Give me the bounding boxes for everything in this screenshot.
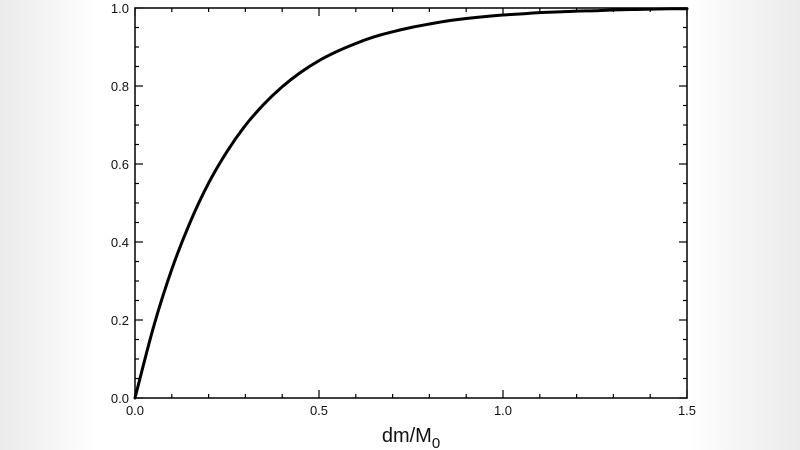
x-axis-ticks xyxy=(134,8,688,398)
y-tick-label: 0.8 xyxy=(111,79,129,94)
x-tick-label: 1.5 xyxy=(678,403,696,418)
y-tick-label: 0.2 xyxy=(111,313,129,328)
x-axis-title-main: dm/M xyxy=(382,425,432,447)
x-axis-title: dm/M0 xyxy=(382,425,440,450)
y-axis-tick-labels: 0.0 0.2 0.4 0.6 0.8 1.0 xyxy=(111,1,129,406)
right-page-shadow xyxy=(690,0,800,450)
x-tick-label: 0.0 xyxy=(126,403,144,418)
y-axis-ticks xyxy=(135,7,687,399)
y-tick-label: 0.4 xyxy=(111,235,129,250)
y-tick-label: 0.6 xyxy=(111,157,129,172)
x-tick-label: 1.0 xyxy=(494,403,512,418)
series-line xyxy=(133,7,689,400)
left-page-shadow xyxy=(0,0,95,450)
y-tick-label: 0.0 xyxy=(111,391,129,406)
y-tick-label: 1.0 xyxy=(111,1,129,16)
plot-frame xyxy=(134,7,688,399)
x-axis-tick-labels: 0.0 0.5 1.0 1.5 xyxy=(126,403,696,418)
x-axis-title-subscript: 0 xyxy=(432,435,440,450)
x-tick-label: 0.5 xyxy=(310,403,328,418)
